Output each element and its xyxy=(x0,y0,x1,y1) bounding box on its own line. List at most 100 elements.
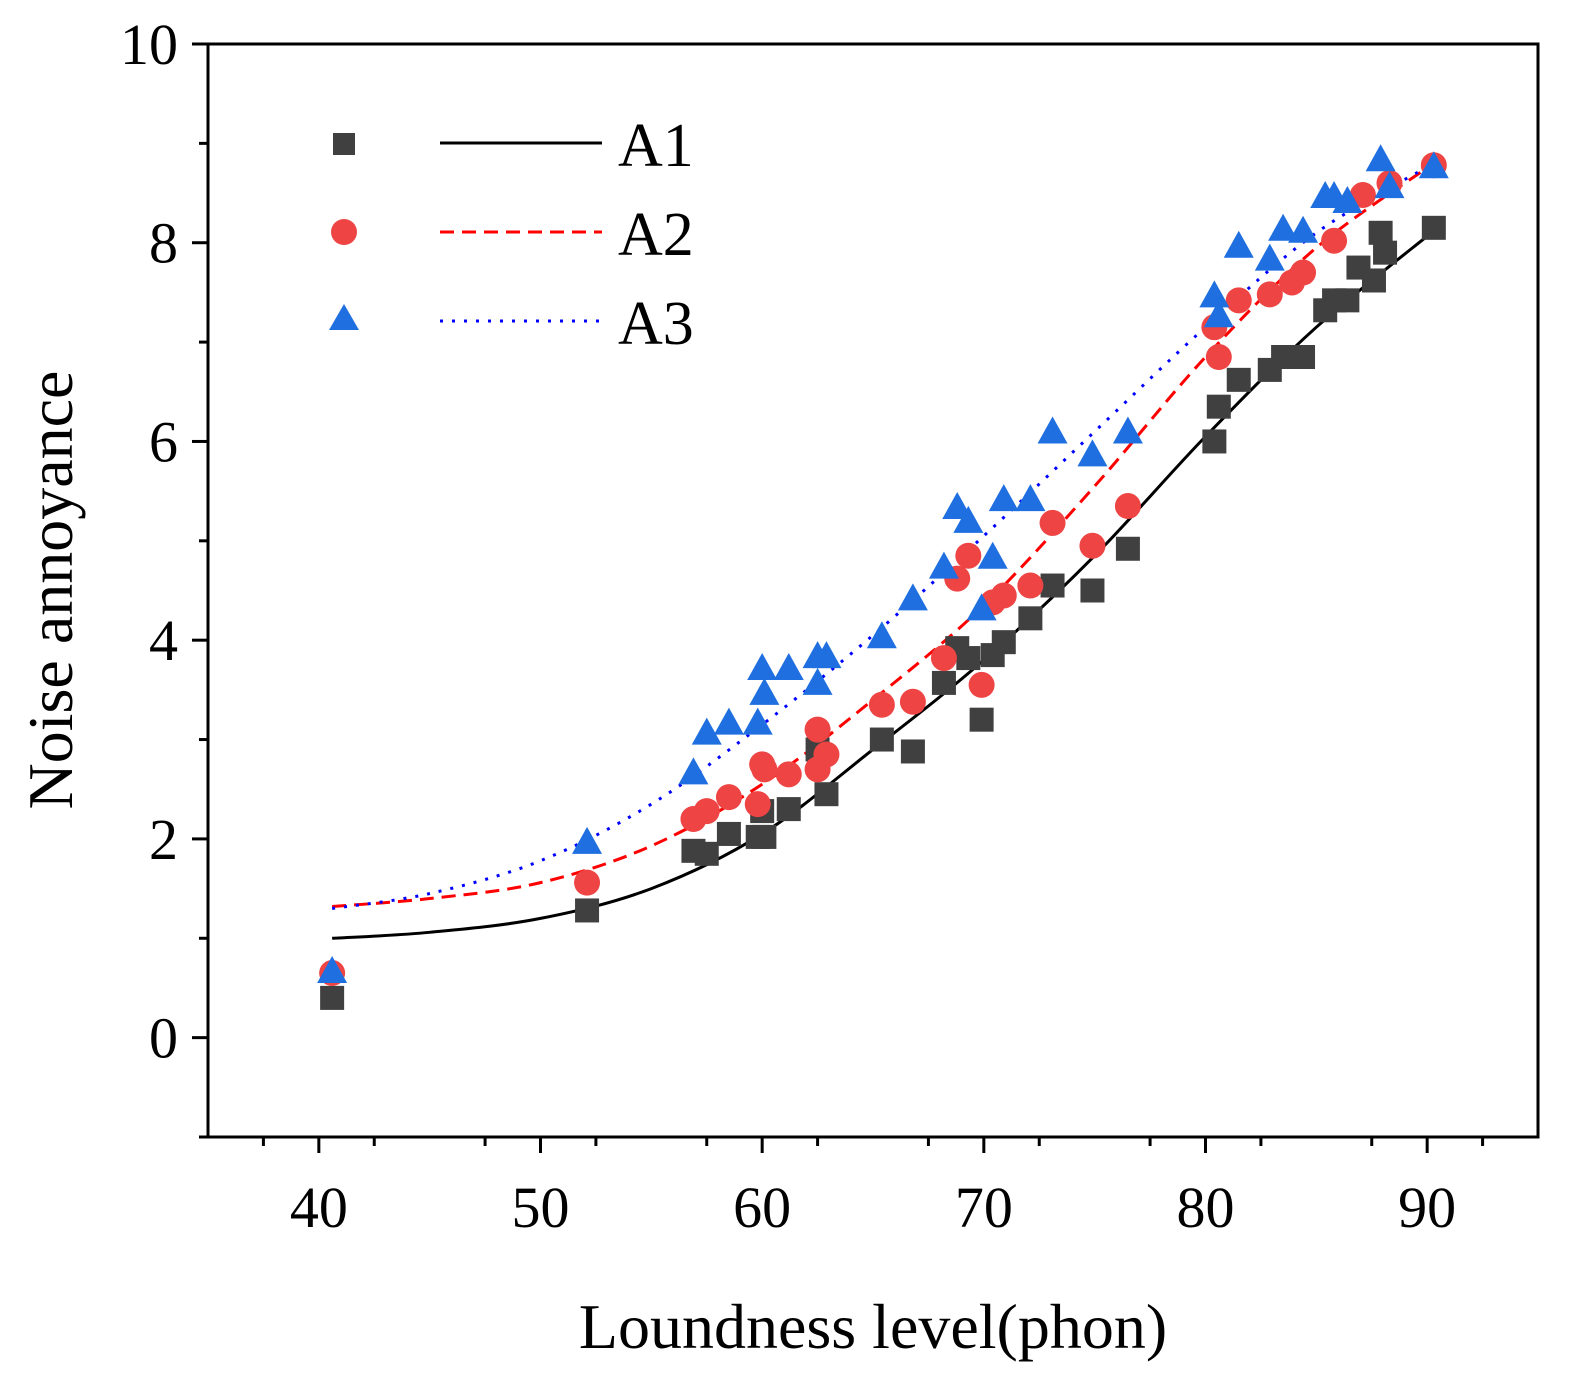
data-point-a1 xyxy=(969,707,994,732)
x-tick-label: 90 xyxy=(1398,1175,1456,1240)
data-point-a3 xyxy=(942,492,973,520)
y-tick-label: 4 xyxy=(149,608,178,673)
data-point-a3 xyxy=(678,757,709,785)
data-point-a2 xyxy=(775,761,802,788)
data-point-a2 xyxy=(1256,281,1283,308)
data-point-a3 xyxy=(747,652,778,680)
data-point-a1 xyxy=(869,727,894,752)
data-point-a2 xyxy=(693,798,720,825)
data-point-a3 xyxy=(811,641,842,669)
data-point-a1 xyxy=(1018,606,1043,631)
data-point-a1 xyxy=(752,824,777,849)
data-point-a3 xyxy=(866,621,897,649)
data-point-a2 xyxy=(1017,572,1044,599)
y-tick-label: 2 xyxy=(149,807,178,872)
data-point-a2 xyxy=(990,582,1017,609)
data-point-a1 xyxy=(1080,578,1105,603)
y-axis-title: Noise annoyance xyxy=(15,371,86,810)
data-point-a1 xyxy=(991,630,1016,655)
data-point-a3 xyxy=(1199,280,1230,308)
data-point-a1 xyxy=(575,898,600,923)
data-point-a3 xyxy=(691,717,722,745)
data-point-a3 xyxy=(977,541,1008,569)
data-point-a2 xyxy=(1290,259,1317,286)
plot-frame xyxy=(206,42,1540,1139)
data-point-a2 xyxy=(930,645,957,672)
legend-label-a3: A3 xyxy=(618,290,694,358)
x-tick-label: 50 xyxy=(512,1175,570,1240)
fit-curve-a3 xyxy=(331,161,1435,910)
x-tick-label: 40 xyxy=(290,1175,348,1240)
fit-curve-a1 xyxy=(332,229,1435,940)
legend-label-a1: A1 xyxy=(618,112,694,180)
data-point-a3 xyxy=(572,826,603,854)
y-tick-label: 0 xyxy=(149,1006,178,1071)
data-point-a3 xyxy=(928,551,959,579)
x-axis-title: Loundness level(phon) xyxy=(579,1291,1167,1362)
data-point-a2 xyxy=(899,688,926,715)
data-point-a3 xyxy=(1332,185,1363,213)
data-point-a1 xyxy=(900,739,925,764)
fit-curve-a2 xyxy=(332,162,1435,908)
legend-marker-circle xyxy=(331,219,357,245)
y-tick-label: 8 xyxy=(149,211,178,276)
data-point-a1 xyxy=(1226,367,1251,392)
data-point-a3 xyxy=(988,484,1019,512)
y-tick-label: 10 xyxy=(120,12,178,77)
data-point-a2 xyxy=(813,741,840,768)
data-point-a3 xyxy=(1365,144,1396,172)
data-point-a1 xyxy=(1115,536,1140,561)
data-point-a2 xyxy=(751,756,778,783)
data-point-a1 xyxy=(1206,394,1231,419)
legend-marker-triangle xyxy=(329,304,359,330)
fit-curves xyxy=(331,161,1435,940)
data-point-a3 xyxy=(749,677,780,705)
data-point-a2 xyxy=(1205,343,1232,370)
data-point-a3 xyxy=(1223,230,1254,258)
data-point-a2 xyxy=(715,784,742,811)
x-tick-label: 80 xyxy=(1177,1175,1235,1240)
data-point-a2 xyxy=(955,542,982,569)
legend: A1 A2 A3 xyxy=(329,112,694,358)
data-point-a1 xyxy=(1040,573,1065,598)
data-point-a3 xyxy=(773,652,804,680)
data-point-a3 xyxy=(953,505,984,533)
data-point-a3 xyxy=(1374,171,1405,199)
data-point-a1 xyxy=(931,670,956,695)
legend-item-a1: A1 xyxy=(333,112,694,180)
data-point-a2 xyxy=(574,869,601,896)
axis-ticks: 40 50 60 70 80 90 0 2 4 6 8 10 xyxy=(120,12,1485,1240)
data-point-a3 xyxy=(1077,439,1108,467)
data-point-a1 xyxy=(1335,288,1360,313)
data-point-a3 xyxy=(1037,416,1068,444)
data-point-a3 xyxy=(802,667,833,695)
data-point-a1 xyxy=(716,821,741,846)
data-point-a1 xyxy=(1202,429,1227,454)
data-point-a1 xyxy=(814,782,839,807)
legend-label-a2: A2 xyxy=(618,201,694,269)
legend-marker-square xyxy=(333,133,355,155)
data-point-a3 xyxy=(742,707,773,735)
data-point-a3 xyxy=(966,593,997,621)
data-point-a1 xyxy=(1361,268,1386,293)
data-point-a3 xyxy=(317,956,348,984)
x-tick-label: 60 xyxy=(733,1175,791,1240)
data-points xyxy=(317,144,1449,1010)
data-point-a3 xyxy=(713,707,744,735)
data-point-a3 xyxy=(1112,416,1143,444)
data-point-a1 xyxy=(320,985,345,1010)
legend-item-a2: A2 xyxy=(331,201,694,269)
data-point-a1 xyxy=(1421,215,1446,240)
data-point-a1 xyxy=(776,797,801,822)
data-point-a3 xyxy=(1254,243,1285,271)
data-point-a3 xyxy=(1015,484,1046,512)
data-point-a2 xyxy=(1039,509,1066,536)
data-point-a2 xyxy=(1321,227,1348,254)
data-point-a3 xyxy=(1268,213,1299,241)
data-point-a2 xyxy=(744,791,771,818)
data-point-a2 xyxy=(868,691,895,718)
data-point-a2 xyxy=(1225,287,1252,314)
data-point-a3 xyxy=(897,583,928,611)
data-point-a2 xyxy=(1349,182,1376,209)
